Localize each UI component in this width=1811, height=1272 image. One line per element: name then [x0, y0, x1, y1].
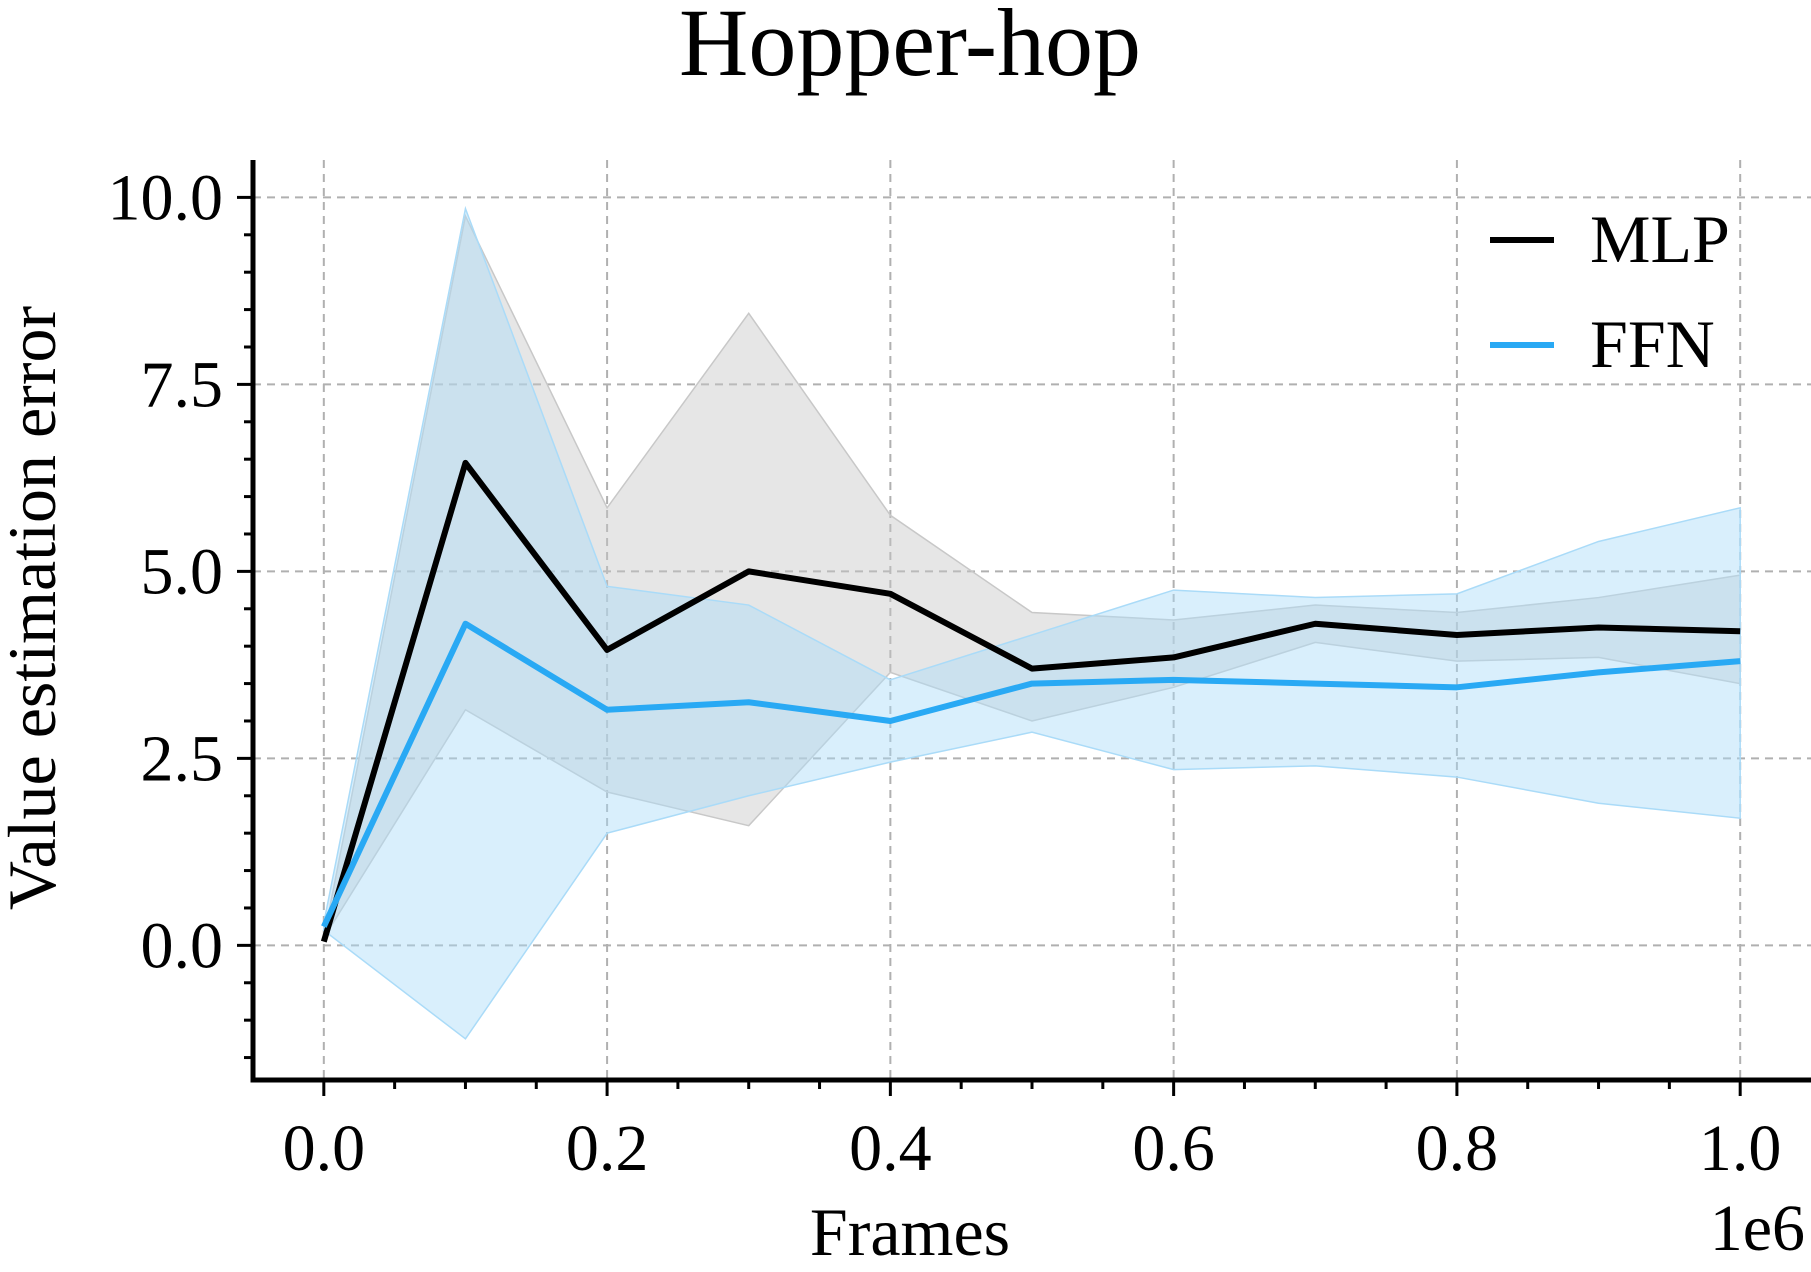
chart-title: Hopper-hop	[679, 0, 1141, 96]
x-tick-label: 1.0	[1699, 1112, 1782, 1185]
y-tick-label: 5.0	[141, 535, 224, 608]
y-axis-label: Value estimation error	[0, 306, 70, 911]
ffn-confidence-band	[323, 205, 1741, 1040]
y-tick-label: 10.0	[108, 161, 224, 234]
x-axis-label: Frames	[810, 1194, 1010, 1270]
x-offset-text: 1e6	[1710, 1192, 1805, 1265]
tick-layer: 0.0 0.2 0.4 0.6 0.8 1.0 0.0 2.5 5.0 7.5 10.0	[108, 161, 1782, 1185]
y-tick-label: 7.5	[141, 348, 224, 421]
ffn-series-line	[321, 620, 1741, 928]
grid-layer	[253, 160, 1811, 1080]
y-tick-label: 2.5	[141, 722, 224, 795]
ffn-legend-label: FFN	[1590, 306, 1715, 382]
legend: MLP FFN	[1490, 201, 1730, 382]
x-tick-label: 0.4	[849, 1112, 932, 1185]
y-tick-label: 0.0	[141, 909, 224, 982]
x-tick-label: 0.6	[1132, 1112, 1215, 1185]
x-tick-label: 0.0	[283, 1112, 366, 1185]
confidence-band-layer	[323, 205, 1741, 1040]
mlp-series-line	[320, 459, 1741, 943]
x-tick-label: 0.2	[566, 1112, 649, 1185]
series-line-layer	[320, 459, 1741, 943]
x-tick-label: 0.8	[1416, 1112, 1499, 1185]
mlp-legend-label: MLP	[1590, 201, 1730, 277]
